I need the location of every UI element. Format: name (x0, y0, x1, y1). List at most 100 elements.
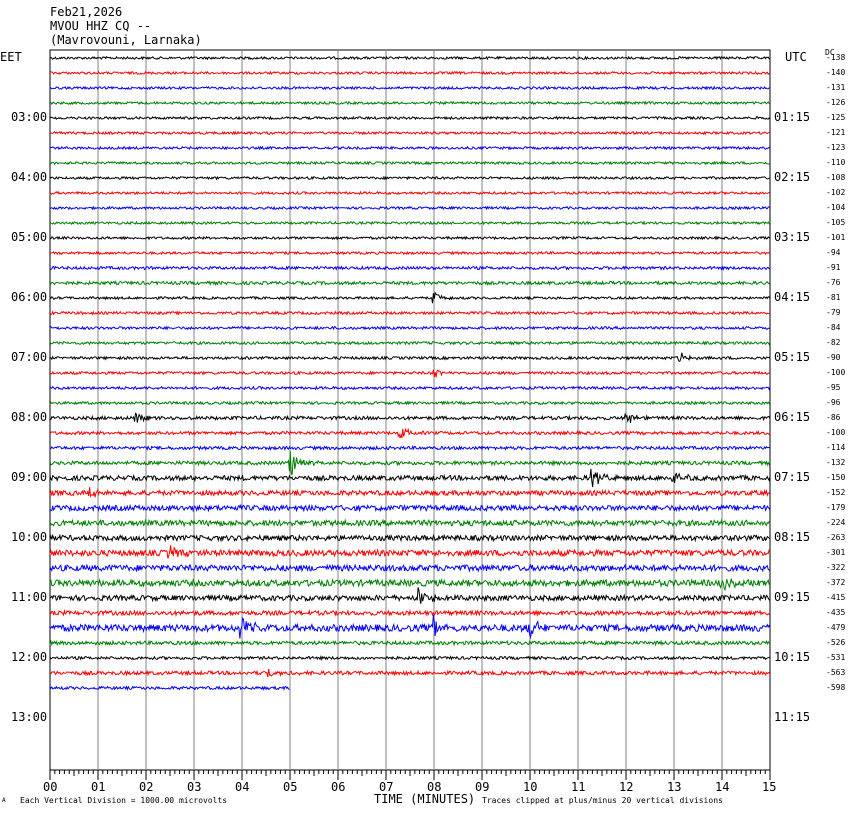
dc-offset-label: -100 (826, 428, 846, 437)
left-hour-label: 13:00 (11, 710, 48, 724)
left-hour-label: 08:00 (11, 410, 48, 424)
x-tick-label: 14 (715, 780, 730, 794)
seismic-trace (49, 205, 771, 211)
right-hour-label: 11:15 (774, 710, 811, 724)
seismic-trace (49, 563, 771, 573)
location-label: (Mavrovouni, Larnaka) (50, 33, 202, 47)
dc-offset-label: -263 (826, 533, 846, 542)
seismic-trace (49, 70, 771, 76)
seismic-trace (49, 608, 771, 617)
seismic-trace (49, 325, 771, 331)
dc-offset-label: -479 (826, 623, 846, 632)
seismic-trace (49, 444, 771, 451)
dc-offset-label: -91 (826, 263, 841, 272)
plot-frame (49, 49, 771, 771)
seismic-trace (49, 85, 771, 91)
right-hour-label: 05:15 (774, 350, 811, 364)
dc-offset-label: -126 (826, 98, 846, 107)
x-tick-label: 13 (667, 780, 682, 794)
right-hour-label: 09:15 (774, 590, 811, 604)
seismic-trace (49, 160, 771, 166)
seismic-trace (49, 130, 771, 136)
seismic-trace (50, 100, 771, 106)
seismic-trace (49, 639, 771, 647)
seismic-trace (49, 468, 771, 488)
x-tick-label: 15 (762, 780, 777, 794)
dc-offset-label: -140 (826, 68, 846, 77)
dc-offset-label: -108 (826, 173, 846, 182)
seismic-trace (49, 352, 771, 362)
seismic-trace (49, 250, 771, 256)
left-hour-label: 05:00 (11, 230, 48, 244)
left-hour-label: 09:00 (11, 470, 48, 484)
seismic-traces (49, 55, 771, 692)
dc-offset-label: -102 (826, 188, 846, 197)
left-hour-label: 06:00 (11, 290, 48, 304)
seismic-trace (49, 220, 771, 226)
dc-offset-label: -150 (826, 473, 846, 482)
seismic-trace (49, 264, 771, 271)
dc-offset-label: -86 (826, 413, 841, 422)
dc-offset-label: -152 (826, 488, 846, 497)
right-hour-label: 04:15 (774, 290, 811, 304)
seismic-trace (49, 578, 771, 592)
dc-offset-label: -435 (826, 608, 846, 617)
dc-offset-label: -131 (826, 83, 846, 92)
minute-gridlines (49, 49, 771, 771)
seismic-trace (49, 400, 771, 406)
dc-offset-label: -415 (826, 593, 846, 602)
dc-offset-label: -94 (826, 248, 841, 257)
left-hour-label: 03:00 (11, 110, 48, 124)
scale-note: Each Vertical Division = 1000.00 microvo… (20, 796, 228, 805)
x-tick-label: 04 (235, 780, 250, 794)
seismic-trace (49, 503, 771, 513)
left-hour-label: 10:00 (11, 530, 48, 544)
seismic-trace (49, 450, 771, 476)
seismic-trace (49, 190, 771, 196)
dc-offset-label: -132 (826, 458, 846, 467)
right-hour-label: 06:15 (774, 410, 811, 424)
dc-offset-label: -526 (826, 638, 846, 647)
dc-offset-label: -322 (826, 563, 846, 572)
dc-offset-label: -79 (826, 308, 841, 317)
left-hour-label: 04:00 (11, 170, 48, 184)
dc-offset-label: -100 (826, 368, 846, 377)
right-hour-label: 08:15 (774, 530, 811, 544)
dc-offset-label: -101 (826, 233, 846, 242)
station-label: MVOU HHZ CQ -- (50, 19, 152, 33)
right-hour-label: 03:15 (774, 230, 811, 244)
seismic-trace (49, 615, 771, 640)
seismic-trace (49, 533, 771, 543)
seismic-trace (49, 175, 770, 181)
dc-offset-label: -372 (826, 578, 846, 587)
x-tick-label: 07 (379, 780, 394, 794)
dc-offset-label: -531 (826, 653, 846, 662)
dc-offset-label: -125 (826, 113, 846, 122)
dc-offset-label: -105 (826, 218, 846, 227)
seismic-trace (49, 369, 771, 378)
right-hour-label: 07:15 (774, 470, 811, 484)
dc-offset-header: DC (825, 48, 835, 57)
dc-offset-label: -81 (826, 293, 841, 302)
dc-offset-label: -96 (826, 398, 841, 407)
left-hour-label: 11:00 (11, 590, 48, 604)
left-hour-label: 12:00 (11, 650, 48, 664)
seismic-trace (49, 487, 771, 498)
x-tick-label: 02 (139, 780, 154, 794)
left-hour-label: 07:00 (11, 350, 48, 364)
dc-offset-label: -301 (826, 548, 846, 557)
dc-offset-label: -110 (826, 158, 846, 167)
left-timezone-label: EET (0, 50, 22, 64)
dc-offset-label: -563 (826, 668, 846, 677)
seismic-trace (49, 518, 771, 528)
right-hour-label: 01:15 (774, 110, 811, 124)
seismic-trace (49, 235, 771, 241)
dc-offset-label: -95 (826, 383, 841, 392)
x-tick-label: 10 (523, 780, 538, 794)
right-hour-label: 02:15 (774, 170, 811, 184)
date-label: Feb21,2026 (50, 5, 123, 19)
x-tick-label: 05 (283, 780, 298, 794)
x-tick-label: 03 (187, 780, 202, 794)
dc-offset-label: -123 (826, 143, 846, 152)
